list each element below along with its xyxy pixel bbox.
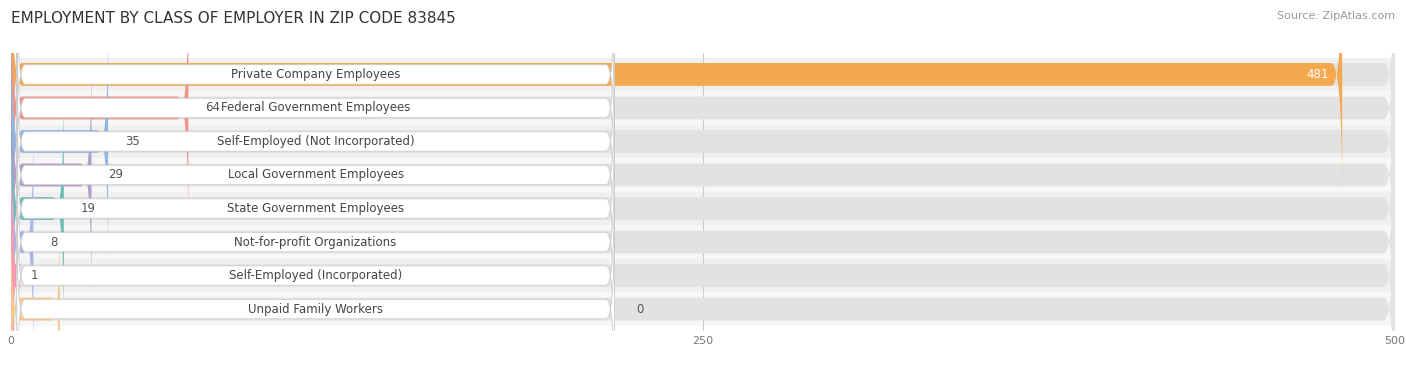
FancyBboxPatch shape <box>11 19 108 264</box>
FancyBboxPatch shape <box>11 0 1395 197</box>
FancyBboxPatch shape <box>11 119 34 365</box>
FancyBboxPatch shape <box>17 84 614 266</box>
Text: 1: 1 <box>31 269 38 282</box>
Bar <box>11 192 1395 225</box>
FancyBboxPatch shape <box>11 19 1395 264</box>
FancyBboxPatch shape <box>17 218 614 376</box>
FancyBboxPatch shape <box>17 185 614 367</box>
FancyBboxPatch shape <box>11 0 1395 230</box>
Text: 29: 29 <box>108 168 124 182</box>
Text: 8: 8 <box>51 235 58 249</box>
Text: State Government Employees: State Government Employees <box>226 202 404 215</box>
Text: 0: 0 <box>637 303 644 315</box>
Text: EMPLOYMENT BY CLASS OF EMPLOYER IN ZIP CODE 83845: EMPLOYMENT BY CLASS OF EMPLOYER IN ZIP C… <box>11 11 456 26</box>
Text: Private Company Employees: Private Company Employees <box>231 68 401 81</box>
Bar <box>11 91 1395 125</box>
FancyBboxPatch shape <box>11 0 1343 197</box>
FancyBboxPatch shape <box>11 0 188 230</box>
Text: 35: 35 <box>125 135 139 148</box>
FancyBboxPatch shape <box>11 86 1395 331</box>
FancyBboxPatch shape <box>3 153 22 376</box>
FancyBboxPatch shape <box>11 220 60 376</box>
Text: Local Government Employees: Local Government Employees <box>228 168 404 182</box>
Text: Self-Employed (Incorporated): Self-Employed (Incorporated) <box>229 269 402 282</box>
FancyBboxPatch shape <box>17 0 614 165</box>
FancyBboxPatch shape <box>11 186 1395 376</box>
FancyBboxPatch shape <box>17 51 614 232</box>
FancyBboxPatch shape <box>11 153 1395 376</box>
Text: Not-for-profit Organizations: Not-for-profit Organizations <box>235 235 396 249</box>
FancyBboxPatch shape <box>17 118 614 299</box>
FancyBboxPatch shape <box>17 151 614 333</box>
Bar <box>11 292 1395 326</box>
FancyBboxPatch shape <box>11 86 63 331</box>
Text: Unpaid Family Workers: Unpaid Family Workers <box>247 303 382 315</box>
Text: 19: 19 <box>80 202 96 215</box>
FancyBboxPatch shape <box>11 119 1395 365</box>
Text: 64: 64 <box>205 102 219 114</box>
FancyBboxPatch shape <box>17 17 614 199</box>
Text: Federal Government Employees: Federal Government Employees <box>221 102 411 114</box>
Text: Source: ZipAtlas.com: Source: ZipAtlas.com <box>1277 11 1395 21</box>
FancyBboxPatch shape <box>11 52 1395 298</box>
FancyBboxPatch shape <box>11 52 91 298</box>
Text: Self-Employed (Not Incorporated): Self-Employed (Not Incorporated) <box>217 135 415 148</box>
Bar <box>11 158 1395 192</box>
Bar <box>11 58 1395 91</box>
Bar <box>11 225 1395 259</box>
Text: 481: 481 <box>1306 68 1329 81</box>
Bar <box>11 259 1395 292</box>
Bar <box>11 125 1395 158</box>
